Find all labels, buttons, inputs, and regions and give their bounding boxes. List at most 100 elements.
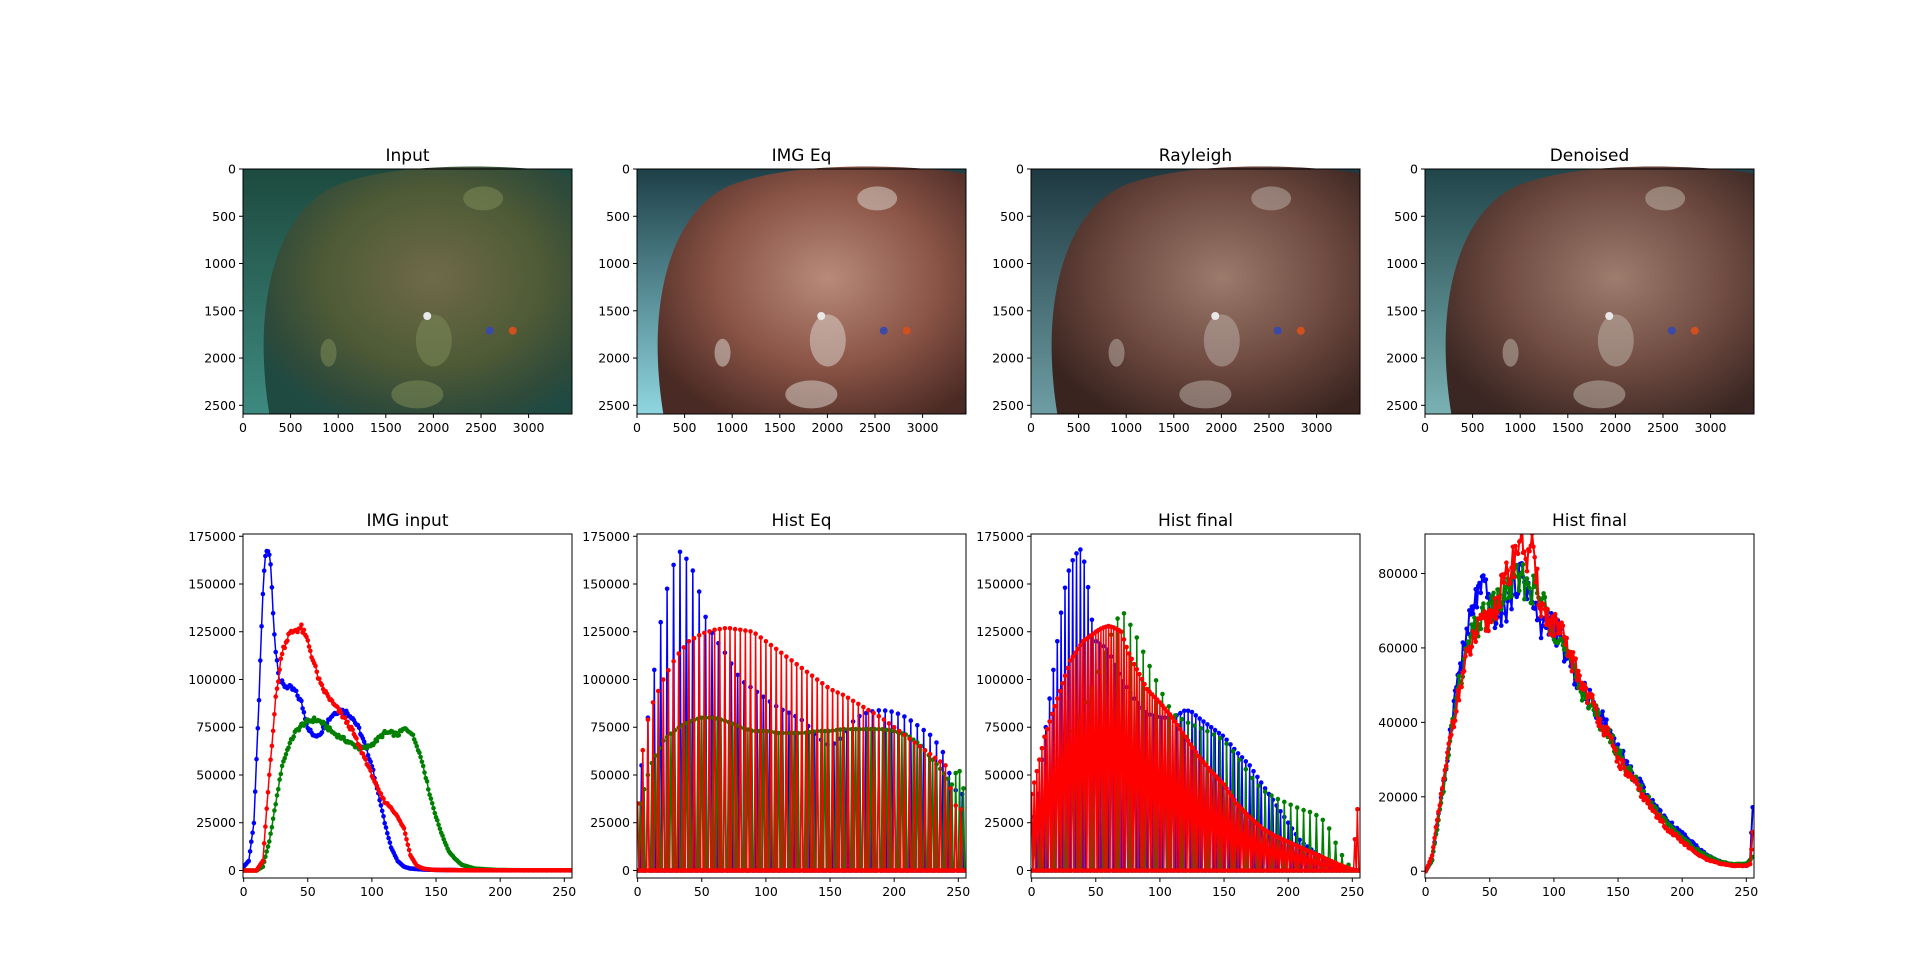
data-point-green bbox=[435, 817, 440, 823]
data-point-red bbox=[1618, 766, 1623, 772]
data-point-red bbox=[1472, 635, 1477, 641]
data-point-green bbox=[268, 831, 273, 837]
data-point-red bbox=[297, 626, 303, 631]
coral-detail bbox=[1645, 186, 1686, 211]
data-point-red bbox=[1468, 652, 1473, 657]
data-point-green bbox=[1121, 611, 1127, 616]
data-point-red bbox=[738, 627, 743, 633]
data-point-red bbox=[932, 755, 938, 761]
data-point-red bbox=[1531, 544, 1536, 549]
data-point-red bbox=[1451, 724, 1457, 730]
data-point-blue bbox=[1470, 611, 1476, 617]
data-point-red bbox=[1137, 671, 1142, 677]
x-tick-label: 0 bbox=[633, 420, 641, 435]
data-point-blue bbox=[299, 698, 304, 704]
coral-detail bbox=[1502, 338, 1519, 367]
x-tick-label: 150 bbox=[1606, 884, 1630, 899]
data-point-blue bbox=[1182, 708, 1187, 714]
data-point-red bbox=[809, 673, 815, 678]
data-point-red bbox=[1044, 726, 1050, 732]
image-panel-1: Input 0 500 1000 1500 2000 2500 3000 0 500 1000 150… bbox=[204, 146, 573, 435]
data-point-green bbox=[1160, 691, 1165, 697]
data-point-green bbox=[1519, 570, 1525, 575]
data-point-blue bbox=[1467, 608, 1472, 613]
data-point-red bbox=[1501, 580, 1507, 585]
data-point-blue bbox=[761, 694, 766, 699]
x-tick-label: 100 bbox=[1148, 884, 1172, 899]
chart-title: Hist Eq bbox=[772, 511, 832, 531]
data-point-red bbox=[1060, 681, 1065, 686]
data-point-red bbox=[342, 715, 348, 721]
data-point-green bbox=[374, 738, 380, 744]
data-point-blue bbox=[1504, 619, 1509, 624]
y-tick-label: 150000 bbox=[582, 577, 630, 592]
data-point-red bbox=[1600, 728, 1605, 733]
data-point-red bbox=[1583, 685, 1589, 691]
data-point-red bbox=[264, 806, 270, 811]
data-point-blue bbox=[274, 658, 280, 663]
data-point-red bbox=[886, 721, 892, 726]
data-point-red bbox=[1538, 614, 1544, 619]
data-point-blue bbox=[252, 789, 258, 794]
coral-detail bbox=[1690, 326, 1699, 335]
data-point-green bbox=[1301, 807, 1306, 813]
data-point-blue bbox=[386, 835, 391, 841]
data-point-red bbox=[1470, 629, 1476, 634]
y-tick-label: 1000 bbox=[1386, 256, 1418, 271]
data-point-red bbox=[1119, 629, 1124, 634]
data-point-blue bbox=[735, 672, 740, 678]
y-tick-label: 1500 bbox=[992, 303, 1024, 318]
data-point-blue bbox=[1493, 621, 1499, 626]
data-point-green bbox=[272, 808, 277, 813]
data-point-red bbox=[1520, 515, 1525, 520]
series-red bbox=[243, 622, 572, 873]
data-point-blue bbox=[1212, 727, 1218, 733]
x-tick-label: 200 bbox=[882, 884, 906, 899]
data-point-blue bbox=[1224, 737, 1229, 743]
data-point-blue bbox=[1262, 786, 1268, 791]
data-point-green bbox=[379, 734, 385, 740]
data-point-red bbox=[1563, 642, 1568, 647]
data-point-red bbox=[1577, 673, 1582, 678]
coral-detail bbox=[857, 186, 898, 211]
data-point-red bbox=[1509, 565, 1514, 570]
image-panels: Input 0 500 1000 1500 2000 2500 3000 0 500 1000 150… bbox=[204, 146, 1755, 435]
data-point-green bbox=[1524, 576, 1530, 581]
data-point-blue bbox=[1540, 623, 1545, 629]
data-point-red bbox=[263, 824, 268, 829]
data-point-red bbox=[1537, 606, 1543, 611]
data-point-red bbox=[1660, 819, 1666, 825]
data-point-blue bbox=[1460, 640, 1466, 645]
data-point-red bbox=[1065, 665, 1070, 671]
data-point-red bbox=[794, 661, 799, 667]
data-point-red bbox=[1070, 654, 1075, 659]
image-panel-4: Denoised 0 500 1000 1500 2000 2500 3000 0 500 1000… bbox=[1386, 146, 1755, 435]
data-point-green bbox=[286, 745, 291, 751]
data-point-green bbox=[1561, 647, 1567, 652]
data-point-red bbox=[378, 791, 384, 797]
y-tick-label: 125000 bbox=[188, 624, 236, 639]
data-point-green bbox=[1478, 626, 1484, 632]
data-point-red bbox=[1132, 661, 1137, 667]
chart-title: Hist final bbox=[1158, 511, 1233, 531]
coral-detail bbox=[508, 326, 517, 335]
data-point-red bbox=[661, 677, 666, 682]
data-point-red bbox=[314, 669, 320, 675]
y-tick-label: 500 bbox=[1000, 209, 1024, 224]
data-point-blue bbox=[876, 708, 882, 713]
data-point-blue bbox=[293, 688, 299, 694]
x-tick-label: 150 bbox=[424, 884, 448, 899]
data-point-red bbox=[1502, 571, 1508, 577]
data-point-red bbox=[1513, 543, 1518, 549]
data-point-green bbox=[1115, 616, 1120, 621]
data-point-blue bbox=[1081, 559, 1087, 564]
data-point-red bbox=[655, 688, 661, 694]
data-point-blue bbox=[1604, 717, 1609, 722]
y-tick-label: 125000 bbox=[976, 624, 1024, 639]
data-point-red bbox=[820, 681, 825, 686]
data-point-blue bbox=[664, 586, 670, 592]
data-point-green bbox=[1256, 783, 1261, 788]
data-point-red bbox=[1193, 749, 1199, 755]
data-point-red bbox=[1432, 835, 1437, 841]
data-point-red bbox=[768, 642, 774, 648]
